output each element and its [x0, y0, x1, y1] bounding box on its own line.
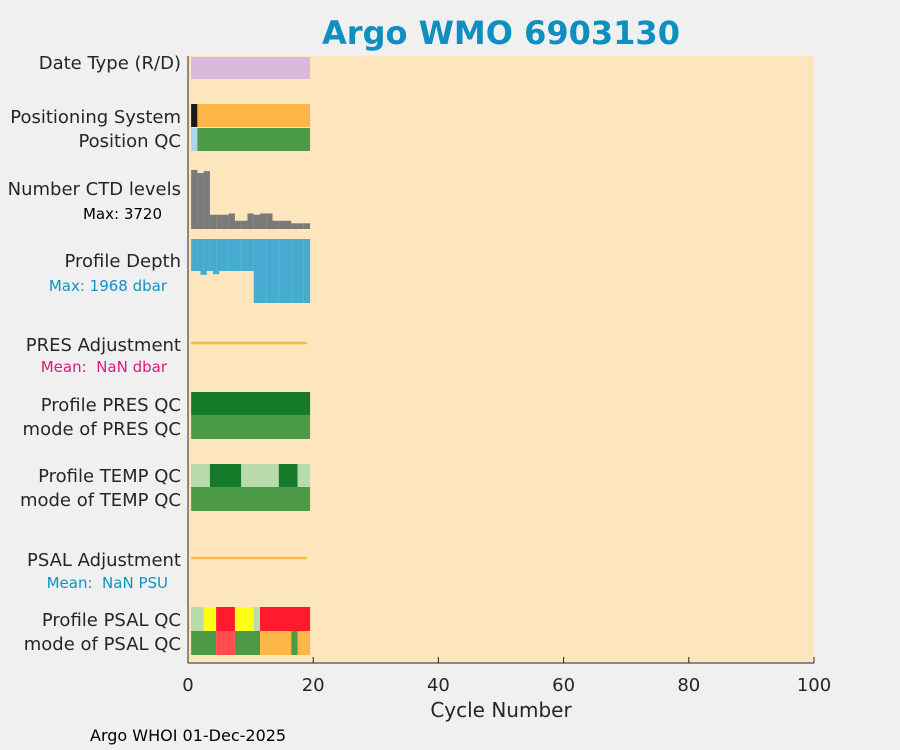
qc-bar-r7-s4	[253, 607, 260, 631]
profile-depth-bar	[234, 239, 242, 271]
label-position-qc: Position QC	[78, 131, 181, 152]
qc-bar-r8-s5	[297, 631, 311, 655]
profile-depth-bar	[222, 239, 229, 271]
profile-depth-bar	[191, 239, 198, 271]
ctd-level-bar	[291, 223, 298, 229]
x-tick-label-80: 80	[677, 675, 700, 696]
label-mode-temp-qc: mode of TEMP QC	[20, 490, 181, 511]
ctd-level-bar	[272, 220, 279, 229]
qc-bar-r8-s3	[259, 631, 292, 655]
qc-bar-r8-s2	[234, 631, 260, 655]
x-tick-label-20: 20	[302, 675, 325, 696]
label-mode-psal-qc: mode of PSAL QC	[24, 634, 181, 655]
qc-bar-r1-s1	[197, 104, 311, 127]
qc-bar-r5-s1	[209, 464, 242, 487]
qc-bar-r4-s0	[191, 415, 311, 439]
profile-depth-bar	[285, 239, 292, 303]
x-axis-label: Cycle Number	[430, 698, 572, 722]
qc-bar-r1-s0	[191, 104, 198, 127]
ctd-level-bar	[259, 213, 267, 229]
label-mode-pres-qc: mode of PRES QC	[23, 419, 181, 440]
profile-depth-bar	[272, 239, 279, 303]
profile-depth-bar	[209, 239, 217, 271]
label-psal-adjustment: PSAL Adjustment	[27, 550, 181, 571]
qc-bar-r7-s0	[191, 607, 204, 631]
ctd-level-bar	[191, 170, 198, 229]
psal-mean-label: Mean: NaN PSU	[47, 574, 168, 592]
ctd-level-bar	[228, 213, 235, 229]
profile-depth-bar	[291, 239, 298, 303]
profile-depth-bar	[297, 239, 304, 303]
ctd-level-bar	[209, 214, 217, 229]
qc-bar-r5-s2	[241, 464, 279, 487]
profile-depth-bar	[259, 239, 267, 303]
ctd-level-bar	[222, 214, 229, 229]
qc-bar-r2-s1	[197, 128, 311, 151]
profile-depth-bar	[203, 239, 210, 271]
depth-max-label: Max: 1968 dbar	[49, 277, 168, 295]
qc-bar-r8-s1	[216, 631, 235, 655]
ctd-level-bar	[266, 213, 273, 229]
ctd-level-bar	[203, 171, 210, 229]
profile-depth-bar	[303, 239, 311, 303]
label-ctd-levels: Number CTD levels	[8, 179, 181, 200]
qc-bar-r5-s3	[278, 464, 298, 487]
qc-bar-r7-s5	[259, 607, 311, 631]
profile-depth-bar	[247, 239, 254, 271]
x-tick-label-100: 100	[797, 675, 831, 696]
profile-depth-bar	[216, 239, 223, 271]
footer-text: Argo WHOI 01-Dec-2025	[90, 726, 286, 745]
qc-bar-r5-s4	[297, 464, 311, 487]
ctd-level-bar	[253, 214, 260, 229]
qc-bar-r5-s0	[191, 464, 210, 487]
label-profile-depth: Profile Depth	[64, 251, 181, 272]
label-date-type: Date Type (R/D)	[39, 53, 181, 74]
profile-depth-dip	[200, 271, 207, 275]
pres-mean-label: Mean: NaN dbar	[41, 358, 168, 376]
ctd-level-bar	[241, 220, 248, 229]
ctd-level-bar	[278, 220, 286, 229]
ctd-max-label: Max: 3720	[83, 205, 162, 223]
chart-title: Argo WMO 6903130	[322, 14, 680, 52]
chart-bars	[191, 57, 311, 655]
profile-depth-bar	[253, 239, 260, 303]
ctd-level-bar	[247, 213, 254, 229]
qc-bar-r7-s1	[203, 607, 217, 631]
profile-depth-bar	[241, 239, 248, 271]
profile-depth-bar	[197, 239, 204, 271]
ctd-level-bar	[285, 220, 292, 229]
qc-bar-r6-s0	[191, 487, 311, 511]
profile-depth-bar	[266, 239, 273, 303]
label-profile-temp-qc: Profile TEMP QC	[38, 466, 181, 487]
qc-bar-r7-s3	[234, 607, 254, 631]
ctd-level-bar	[303, 223, 311, 229]
qc-bar-r7-s2	[216, 607, 235, 631]
qc-bar-r8-s4	[291, 631, 298, 655]
x-tick-label-60: 60	[552, 675, 575, 696]
qc-bar-r2-s0	[191, 128, 198, 151]
x-tick-label-40: 40	[427, 675, 450, 696]
ctd-level-bar	[297, 223, 304, 229]
profile-depth-dip	[213, 271, 220, 275]
label-positioning-system: Positioning System	[10, 107, 181, 128]
x-tick-label-0: 0	[182, 675, 193, 696]
label-profile-psal-qc: Profile PSAL QC	[42, 610, 181, 631]
plot-area	[188, 56, 814, 663]
profile-depth-bar	[278, 239, 286, 303]
x-ticks: 0 20 40 60 80 100	[182, 657, 831, 696]
label-pres-adjustment: PRES Adjustment	[26, 335, 181, 356]
ctd-level-bar	[216, 214, 223, 229]
qc-bar-r8-s0	[191, 631, 217, 655]
profile-depth-bar	[228, 239, 235, 271]
ctd-level-bar	[234, 220, 242, 229]
label-profile-pres-qc: Profile PRES QC	[41, 395, 181, 416]
qc-bar-r3-s0	[191, 392, 311, 415]
ctd-level-bar	[197, 173, 204, 229]
qc-bar-r0-s0	[191, 57, 311, 79]
